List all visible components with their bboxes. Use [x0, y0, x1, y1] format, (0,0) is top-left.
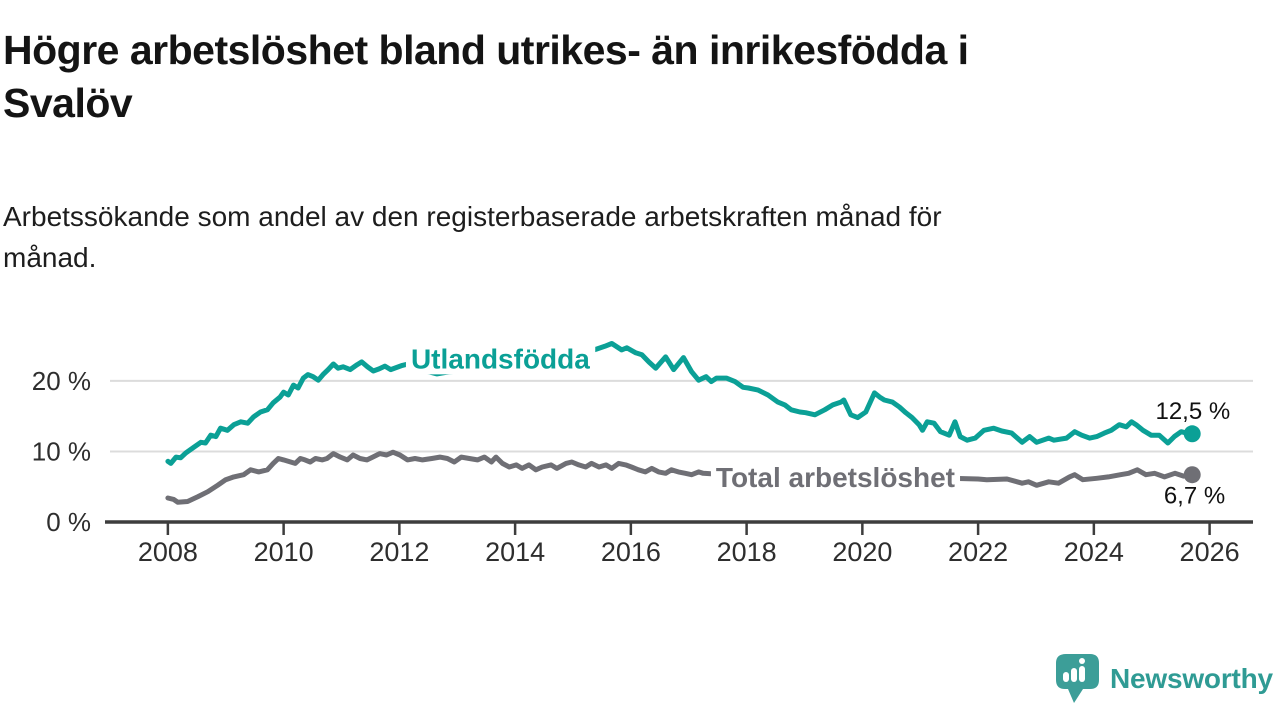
x-tick-label: 2024: [1064, 537, 1124, 567]
page-title-line-1: Högre arbetslöshet bland utrikes- än inr…: [3, 27, 969, 73]
series-line-utlandsfodda: [165, 341, 1195, 466]
end-value-label-total: 6,7 %: [1164, 483, 1225, 510]
y-tick-label: 10 %: [32, 436, 91, 466]
logo-exclamation-dot: [1079, 658, 1085, 664]
series-label-halo-total: [710, 461, 961, 493]
x-tick-label: 2018: [717, 537, 777, 567]
end-dot-total: [1183, 466, 1201, 484]
y-tick-label: 0 %: [46, 507, 91, 537]
end-dot-utlandsfodda: [1183, 425, 1201, 443]
y-tick-label: 20 %: [32, 366, 91, 396]
x-tick-label: 2022: [948, 537, 1008, 567]
x-tick-label: 2010: [254, 537, 314, 567]
page-title-line-2: Svalöv: [3, 80, 133, 126]
bar-chart-speech-bubble-icon: [1056, 654, 1099, 703]
x-tick-label: 2014: [485, 537, 545, 567]
chart-subtitle: Arbetssökande som andel av den registerb…: [3, 196, 1183, 278]
series-line-total: [165, 449, 1195, 505]
brand-name: Newsworthy: [1110, 663, 1273, 694]
x-tick-label: 2008: [138, 537, 198, 567]
x-tick-label: 2012: [369, 537, 429, 567]
x-tick-label: 2026: [1180, 537, 1240, 567]
end-value-label-utlandsfodda: 12,5 %: [1155, 398, 1230, 425]
logo-bubble-shape: [1056, 654, 1099, 703]
series-label-total: Total arbetslöshet: [716, 462, 955, 493]
newsworthy-logo: Newsworthy: [1055, 653, 1273, 705]
series-label-halo-utlandsfodda: [405, 343, 596, 375]
logo-bar-2: [1071, 668, 1077, 682]
x-tick-label: 2020: [832, 537, 892, 567]
x-tick-label: 2016: [601, 537, 661, 567]
logo-bar-3: [1079, 666, 1085, 682]
chart-subtitle-line-2: månad.: [3, 242, 97, 273]
logo-bar-1: [1063, 672, 1069, 682]
page-title: Högre arbetslöshet bland utrikes- än inr…: [3, 24, 1243, 130]
series-label-utlandsfodda: Utlandsfödda: [411, 343, 590, 374]
chart-subtitle-line-1: Arbetssökande som andel av den registerb…: [3, 201, 942, 232]
